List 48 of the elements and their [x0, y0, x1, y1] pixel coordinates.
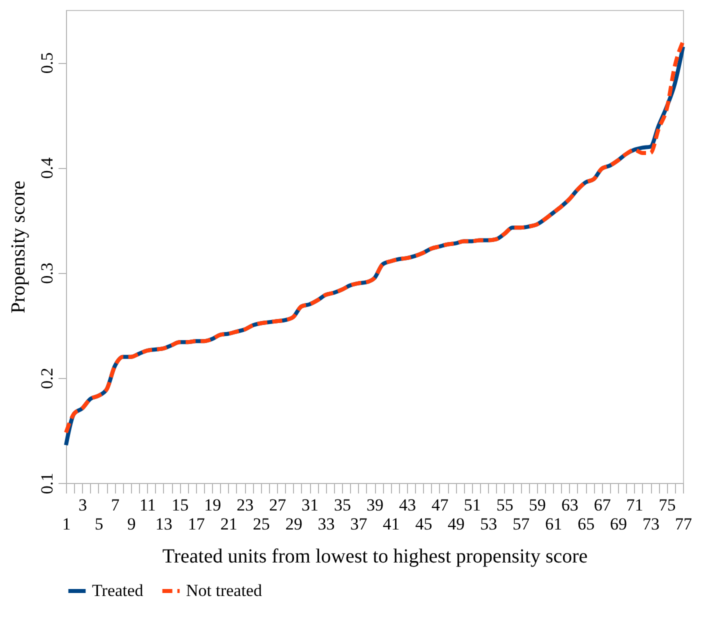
x-tick-label: 39	[366, 496, 384, 514]
x-tick-label: 63	[561, 496, 578, 514]
x-tick-label: 43	[398, 496, 416, 514]
x-tick-label: 23	[236, 496, 254, 514]
x-tick-label: 57	[512, 514, 530, 534]
x-tick-label: 1	[62, 514, 71, 534]
x-tick-label: 35	[334, 496, 352, 514]
x-tick-label: 21	[220, 514, 238, 534]
x-tick-label: 69	[610, 514, 628, 534]
x-tick-label: 41	[382, 514, 400, 534]
x-tick-label: 15	[172, 496, 189, 514]
x-tick-label: 67	[594, 496, 612, 514]
x-tick-label: 53	[480, 514, 498, 534]
x-tick-label: 29	[285, 514, 302, 534]
x-tick-label: 13	[155, 514, 172, 534]
x-tick-label: 31	[302, 496, 319, 514]
legend-label: Treated	[92, 581, 144, 600]
x-tick-label: 51	[464, 496, 481, 514]
x-tick-label: 59	[528, 496, 546, 514]
x-tick-label: 73	[642, 514, 660, 534]
legend-label: Not treated	[186, 581, 262, 600]
x-tick-label: 17	[188, 514, 206, 534]
x-tick-label: 19	[204, 496, 222, 514]
x-tick-label: 45	[415, 514, 432, 534]
x-tick-label: 7	[110, 496, 120, 514]
x-tick-label: 47	[431, 496, 449, 514]
x-tick-label: 5	[94, 514, 104, 534]
x-tick-label: 61	[545, 514, 562, 534]
y-tick-label: 0.1	[38, 472, 56, 494]
x-tick-label: 3	[78, 496, 87, 514]
y-axis-title: Propensity score	[8, 180, 30, 314]
x-tick-label: 77	[675, 514, 692, 534]
x-tick-label: 33	[318, 514, 335, 534]
y-tick-label: 0.2	[38, 368, 56, 390]
x-tick-label: 11	[139, 496, 156, 514]
x-tick-label: 9	[127, 514, 136, 534]
x-tick-label: 37	[350, 514, 368, 534]
x-tick-label: 25	[252, 514, 270, 534]
x-axis-title: Treated units from lowest to highest propensity score	[162, 546, 588, 568]
y-tick-label: 0.4	[38, 157, 56, 179]
x-tick-label: 65	[578, 514, 595, 534]
x-tick-label: 49	[448, 514, 465, 534]
y-tick-label: 0.3	[38, 262, 56, 284]
y-tick-label: 0.5	[38, 52, 56, 74]
x-tick-label: 75	[658, 496, 676, 514]
x-tick-label: 55	[496, 496, 514, 514]
x-tick-label: 27	[269, 496, 287, 514]
x-tick-label: 71	[626, 496, 644, 514]
